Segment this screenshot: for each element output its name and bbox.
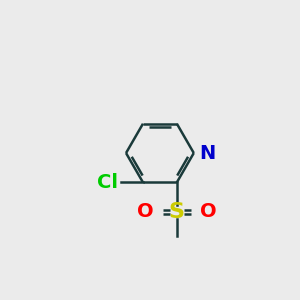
Text: O: O (200, 202, 217, 221)
Text: O: O (137, 202, 154, 221)
Text: N: N (199, 143, 215, 163)
Text: Cl: Cl (97, 173, 118, 192)
Text: S: S (169, 202, 185, 222)
